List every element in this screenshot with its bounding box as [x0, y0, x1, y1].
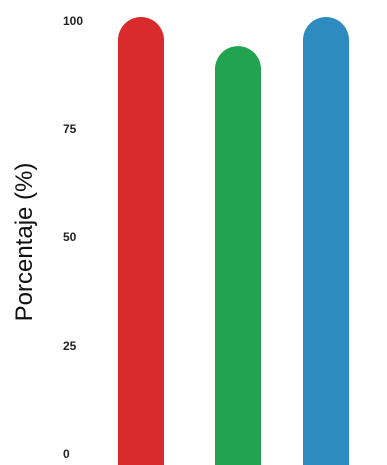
bar-2 [215, 46, 261, 465]
y-tick-label-50: 50 [63, 230, 77, 244]
bar-1 [118, 17, 164, 465]
y-tick-label-100: 100 [63, 14, 83, 28]
y-axis-title-group: Porcentaje (%) [11, 163, 38, 322]
bars [118, 17, 349, 465]
y-axis-ticks: 0 25 50 75 100 [63, 14, 83, 461]
bar-3 [303, 17, 349, 465]
y-tick-label-75: 75 [63, 122, 77, 136]
y-tick-label-0: 0 [63, 447, 70, 461]
y-axis-title: Porcentaje (%) [11, 163, 38, 322]
y-tick-label-25: 25 [63, 339, 77, 353]
